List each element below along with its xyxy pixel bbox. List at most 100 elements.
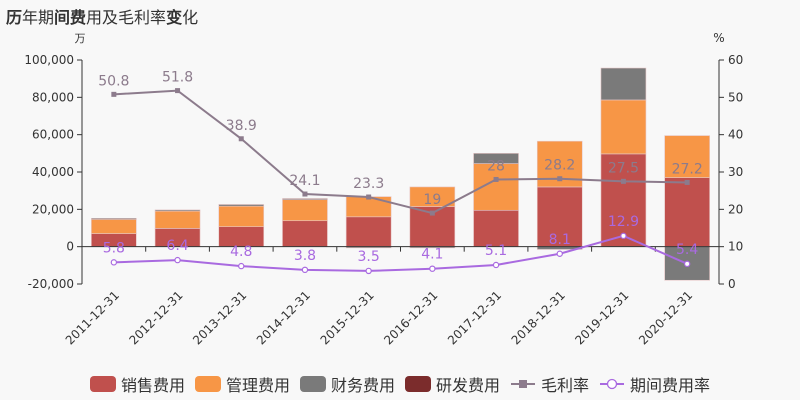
legend-item[interactable]: 管理费用: [194, 372, 290, 396]
right-tick-label: 0: [728, 277, 736, 291]
expense-ratio-label: 12.9: [608, 214, 639, 230]
gross-margin-label: 23.3: [353, 176, 384, 192]
expense-ratio-marker[interactable]: [620, 232, 627, 240]
x-tick-label: 2019-12-31: [572, 288, 631, 347]
gross-margin-label: 19: [423, 192, 441, 208]
gross-margin-marker[interactable]: [684, 179, 690, 185]
expense-ratio-marker[interactable]: [301, 266, 309, 274]
line-expense-ratio: [113, 234, 688, 272]
x-tick-label: 2018-12-31: [509, 288, 568, 347]
gross-margin-label: 28.2: [544, 158, 575, 174]
expense-ratio-marker[interactable]: [556, 250, 563, 257]
gross-margin-marker[interactable]: [557, 176, 563, 182]
left-tick-label: 80,000: [32, 90, 74, 104]
gross-margin-marker[interactable]: [175, 88, 181, 94]
bar-segment[interactable]: [91, 217, 137, 220]
left-tick-label: 20,000: [32, 202, 74, 216]
bar-segment[interactable]: [345, 216, 392, 247]
legend-item[interactable]: 期间费用率: [599, 372, 710, 396]
x-tick-label: 2013-12-31: [190, 288, 249, 347]
bar-segment[interactable]: [600, 99, 647, 155]
chart-legend: 销售费用 管理费用 财务费用 研发费用 毛利率 期间费用率: [0, 372, 800, 396]
chart-title: 历年期间费用及毛利率变化: [6, 4, 198, 28]
expense-ratio-label: 3.8: [294, 248, 316, 264]
expense-ratio-label: 5.1: [485, 243, 507, 259]
gross-margin-marker[interactable]: [620, 178, 626, 184]
gross-margin-marker[interactable]: [111, 91, 117, 97]
chart-plot-area: 万 % 100,000 80,000 60,000 40,000 20,000 0 -20,00…: [24, 31, 743, 347]
bar-segment[interactable]: [282, 199, 328, 222]
expense-ratio-label: 5.8: [103, 240, 125, 256]
bar-segment[interactable]: [600, 67, 647, 101]
legend-item[interactable]: 销售费用: [89, 372, 185, 396]
bar-segment[interactable]: [600, 153, 647, 247]
right-tick-label: 30: [728, 165, 743, 179]
legend-label: 期间费用率: [630, 376, 711, 395]
legend-label: 财务费用: [330, 376, 395, 395]
right-axis-unit: %: [713, 31, 724, 45]
bar-segment[interactable]: [91, 218, 137, 234]
expense-ratio-marker[interactable]: [429, 265, 436, 272]
bar-segment[interactable]: [536, 186, 583, 247]
gross-margin-marker[interactable]: [302, 191, 308, 197]
legend-item[interactable]: 研发费用: [405, 372, 500, 396]
bar-segment[interactable]: [345, 196, 392, 218]
bar-segment[interactable]: [664, 177, 710, 247]
expense-ratio-label: 6.4: [166, 238, 188, 254]
x-tick-label: 2016-12-31: [381, 288, 440, 347]
gross-margin-label: 50.8: [98, 73, 129, 89]
bar-segment[interactable]: [473, 153, 519, 164]
title-segment: 用及毛利率: [86, 8, 167, 27]
bar-segment[interactable]: [282, 198, 328, 201]
gross-margin-label: 51.8: [162, 70, 193, 86]
expense-ratio-label: 3.5: [358, 249, 380, 265]
title-segment: 年期: [22, 8, 55, 27]
legend-line-square-icon: [511, 380, 536, 388]
legend-line-circle-icon: [600, 378, 625, 390]
gross-margin-marker[interactable]: [429, 210, 435, 216]
legend-label: 研发费用: [436, 376, 501, 395]
right-tick-label: 40: [728, 128, 743, 142]
left-tick-label: 0: [66, 240, 74, 254]
x-tick-label: 2014-12-31: [254, 288, 313, 347]
title-segment: 历: [6, 8, 23, 27]
x-tick-label: 2012-12-31: [126, 288, 185, 347]
title-segment: 化: [182, 8, 199, 27]
bar-segment[interactable]: [218, 205, 265, 227]
gross-margin-label: 27.2: [672, 161, 703, 177]
bar-segment[interactable]: [664, 135, 710, 178]
bar-segment[interactable]: [154, 210, 201, 229]
gross-margin-marker[interactable]: [238, 136, 244, 142]
right-tick-label: 60: [728, 53, 743, 67]
right-tick-label: 10: [728, 240, 743, 254]
expense-ratio-marker[interactable]: [238, 262, 245, 270]
legend-swatch-icon: [299, 376, 326, 392]
gross-margin-label: 38.9: [226, 118, 257, 134]
x-tick-label: 2015-12-31: [318, 288, 377, 347]
left-tick-label: 60,000: [32, 128, 74, 142]
expense-ratio-marker[interactable]: [683, 260, 691, 268]
gross-margin-label: 24.1: [289, 173, 320, 189]
expense-ratio-label: 8.1: [549, 232, 571, 248]
left-tick-label: 100,000: [24, 53, 74, 67]
bar-segment[interactable]: [282, 220, 328, 247]
legend-item[interactable]: 财务费用: [299, 372, 395, 396]
expense-ratio-marker[interactable]: [174, 256, 181, 264]
expense-ratio-marker[interactable]: [365, 267, 372, 275]
expense-ratio-marker[interactable]: [492, 261, 500, 269]
gross-margin-marker[interactable]: [493, 176, 499, 182]
left-tick-label: 40,000: [32, 165, 74, 179]
expense-ratio-marker[interactable]: [110, 259, 118, 266]
bar-segment[interactable]: [218, 204, 265, 207]
right-tick-label: 50: [728, 90, 743, 104]
gross-margin-marker[interactable]: [366, 194, 372, 200]
bar-segment[interactable]: [154, 209, 201, 212]
right-tick-label: 20: [728, 202, 743, 216]
x-tick-label: 2020-12-31: [636, 288, 695, 347]
bar-segment[interactable]: [409, 186, 456, 207]
expense-ratio-label: 4.1: [421, 247, 443, 263]
bar-segment[interactable]: [473, 209, 519, 247]
legend-item[interactable]: 毛利率: [510, 372, 589, 396]
gross-margin-label: 27.5: [608, 160, 639, 176]
x-tick-label: 2017-12-31: [445, 288, 504, 347]
